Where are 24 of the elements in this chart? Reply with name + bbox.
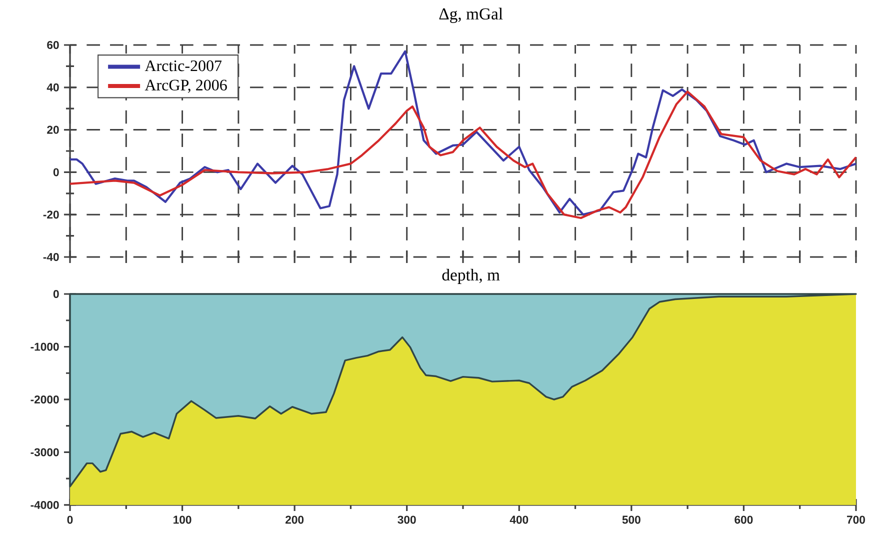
legend-label: ArcGP, 2006 (144, 80, 227, 93)
line-series (68, 50, 858, 216)
y-tick-label: 40 (46, 83, 59, 92)
y-tick-label: 0 (53, 290, 59, 298)
y-tick-label: 0 (53, 168, 59, 176)
x-tick-label: 400 (510, 516, 528, 524)
x-tick-label: 200 (286, 516, 304, 524)
y-tick-label: -40 (43, 252, 59, 261)
y-tick-label: -3000 (30, 448, 59, 456)
legend-label: Arctic-2007 (144, 60, 222, 72)
y-tick-label: 60 (47, 40, 59, 50)
chart-title: Δg, mGal (439, 8, 503, 23)
x-tick-label: 0 (67, 516, 73, 524)
y-tick-label: -2000 (30, 395, 59, 404)
y-tick-label: -4000 (30, 500, 59, 509)
chart-title: depth, m (442, 268, 500, 284)
y-tick-label: -20 (43, 210, 59, 219)
x-tick-label: 600 (734, 516, 753, 524)
x-tick-label: 500 (622, 516, 640, 524)
x-tick-label: 100 (174, 516, 192, 524)
y-tick-label: -1000 (30, 342, 59, 351)
x-tick-label: 300 (398, 516, 416, 524)
x-tick-label: 700 (847, 516, 865, 524)
y-tick-label: 20 (47, 126, 59, 134)
